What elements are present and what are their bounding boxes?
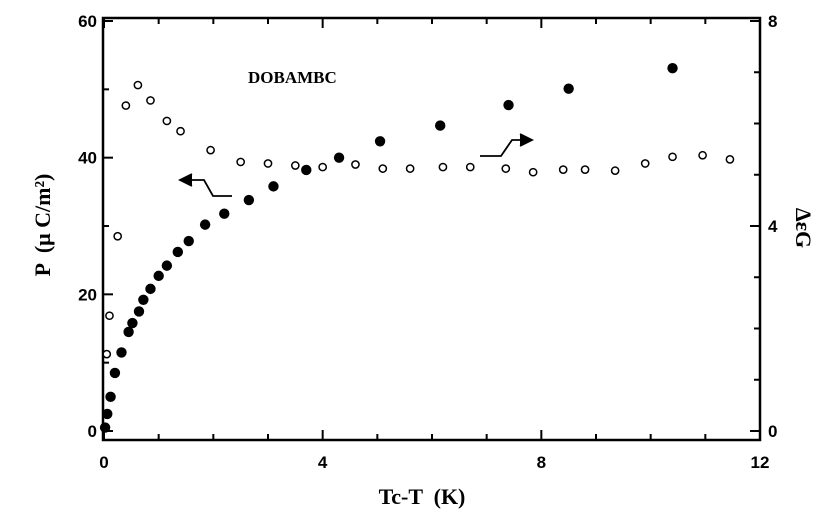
data-point-open [405,164,415,173]
data-point-open [236,157,246,167]
x-tick-label: 12 [751,453,770,472]
data-point-filled [563,83,574,94]
data-point-open [378,164,388,173]
data-point-filled [219,208,230,219]
data-point-open [610,166,620,175]
sample-name-label: DOBAMBC [248,68,337,87]
right-axis-arrow-icon [480,133,535,157]
y-axis-left-title: P (μ C/m²) [30,174,55,277]
data-point-open [146,96,155,105]
data-point-filled [243,194,255,206]
data-point-open [290,161,300,170]
data-point-open [133,80,143,90]
y-right-tick-label: 8 [768,12,777,31]
data-point-filled [172,246,183,258]
data-point-open [438,162,448,172]
data-point-open [465,162,475,172]
data-point-open [528,167,538,177]
data-point-filled [667,62,678,74]
y-right-tick-label: 0 [768,422,777,441]
axis-ticks [103,18,761,440]
data-point-filled [374,136,386,147]
data-point-filled [333,152,345,163]
data-point-filled [105,391,116,403]
data-point-open [501,164,511,173]
data-point-filled [268,181,279,192]
data-point-filled [503,99,514,111]
x-axis-title: Tc-T (K) [379,484,466,509]
data-point-open [263,159,273,168]
data-point-open [668,152,677,162]
data-point-open [318,162,328,172]
x-tick-label: 4 [318,453,328,472]
data-point-open [105,311,114,321]
data-point-open [113,231,123,241]
data-point-open [351,160,360,169]
data-point-open [558,165,568,174]
data-point-filled [138,294,149,305]
data-point-open [640,159,650,168]
data-point-filled [161,260,173,271]
data-point-filled [102,408,113,420]
data-point-open [580,165,590,174]
plot-frame [101,16,762,442]
left-axis-arrow-icon [177,173,232,197]
data-point-filled [123,326,134,338]
y-right-tick-label: 4 [768,217,778,236]
data-point-open [121,101,131,110]
data-point-filled [145,283,156,295]
x-tick-label: 0 [99,453,108,472]
data-point-filled [199,219,211,230]
data-point-open [176,126,185,136]
y-left-tick-label: 0 [88,422,97,441]
data-point-open [102,349,112,359]
data-point-filled [133,306,145,317]
data-point-filled [116,347,127,358]
y-left-tick-label: 60 [78,12,97,31]
data-point-filled [183,235,194,247]
data-point-open [698,150,707,160]
data-point-filled [301,164,312,176]
data-point-filled [435,120,446,131]
data-point-open [725,155,735,164]
y-axis-right-title: ΔεG [791,208,816,248]
series-polarization [99,62,678,433]
series-dielectric-strength [102,80,735,359]
data-point-open [206,145,215,155]
x-tick-label: 8 [537,453,546,472]
data-point-filled [99,422,111,433]
y-left-tick-label: 40 [78,149,97,168]
y-left-tick-label: 20 [78,285,97,304]
data-point-filled [153,270,164,282]
data-point-filled [127,317,138,329]
data-point-filled [109,367,121,379]
axis-tick-labels: 0 4 8 12 0 20 40 60 0 4 8 [78,12,778,472]
data-point-open [162,116,172,126]
